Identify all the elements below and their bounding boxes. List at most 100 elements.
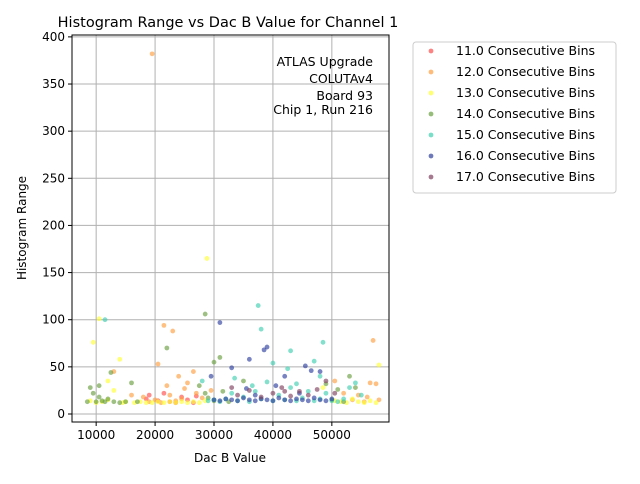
data-point [305,388,311,394]
data-point [246,388,252,393]
data-point [258,394,264,400]
data-point [252,398,258,404]
legend-label: 17.0 Consecutive Bins [456,169,595,184]
data-point [246,356,252,362]
x-tick-label: 20000 [136,428,174,442]
data-point [170,328,176,334]
data-point [208,388,214,393]
data-point [208,373,214,379]
legend-label: 12.0 Consecutive Bins [456,64,595,79]
data-point [90,390,96,396]
y-tick-label: 50 [50,360,65,374]
legend-marker [428,111,434,117]
legend-marker [428,174,434,180]
data-point [111,388,117,393]
annotation-line: Board 93 [316,88,373,103]
data-point [258,326,264,332]
data-point [276,395,282,401]
x-tick-label: 10000 [77,428,115,442]
data-point [270,360,276,366]
x-axis-label: Dac B Value [194,451,266,465]
data-point [297,388,302,394]
data-point [294,396,299,402]
data-point [199,378,205,384]
data-point [264,397,270,403]
data-point [217,355,223,360]
chart-title: Histogram Range vs Dac B Value for Chann… [58,15,399,31]
data-point [288,348,294,354]
data-point [205,398,211,404]
data-point [335,399,341,405]
data-point [161,322,167,328]
legend-marker [428,132,434,138]
data-point [217,398,223,404]
data-point [323,398,329,404]
data-point [353,385,358,390]
data-point [252,392,258,398]
x-tick-label: 30000 [195,428,233,442]
data-point [211,359,217,365]
data-point [241,395,246,401]
data-point [105,378,111,384]
data-point [249,383,255,389]
data-point [376,362,382,368]
data-point [229,365,235,371]
data-point [190,369,196,374]
data-point [167,399,173,405]
data-point [294,381,299,387]
data-point [229,397,235,403]
legend-label: 16.0 Consecutive Bins [456,148,595,163]
data-point [288,385,294,390]
data-point [350,396,355,402]
legend-marker [428,153,434,159]
data-point [332,390,338,396]
data-point [117,356,123,362]
data-point [270,398,276,404]
data-point [229,390,235,396]
data-point [320,339,326,345]
data-point [335,387,341,392]
data-point [232,375,238,381]
data-point [317,397,323,403]
data-point [341,390,347,396]
data-point [179,399,184,405]
data-point [229,385,235,390]
data-point [317,373,323,379]
data-point [282,388,288,394]
legend-marker [428,90,434,96]
data-point [117,400,123,406]
data-point [176,373,182,379]
data-point [164,383,170,389]
legend-label: 15.0 Consecutive Bins [456,127,595,142]
y-axis-label: Histogram Range [15,176,29,280]
annotation-line: ATLAS Upgrade [277,54,374,69]
data-point [302,363,308,369]
legend-marker [428,48,434,54]
data-point [347,385,352,390]
annotation-text: ATLAS Upgrade COLUTAv4 Board 93 Chip 1, … [273,54,373,117]
data-point [129,380,134,386]
data-point [111,399,117,405]
data-point [373,381,379,387]
data-point [264,379,270,385]
grid [72,35,389,422]
data-point [246,397,252,403]
data-point [355,399,361,405]
data-points [84,51,382,406]
data-point [308,368,314,374]
y-tick-label: 100 [42,313,65,327]
data-point [285,366,291,372]
data-point [185,380,190,386]
data-point [305,392,311,398]
y-tick-label: 400 [42,30,65,44]
legend-marker [428,69,434,75]
legend-label: 14.0 Consecutive Bins [456,106,595,121]
data-point [311,395,317,401]
data-point [341,396,347,402]
data-point [367,398,373,404]
data-point [202,390,208,396]
data-point [196,400,202,406]
data-point [270,390,276,396]
